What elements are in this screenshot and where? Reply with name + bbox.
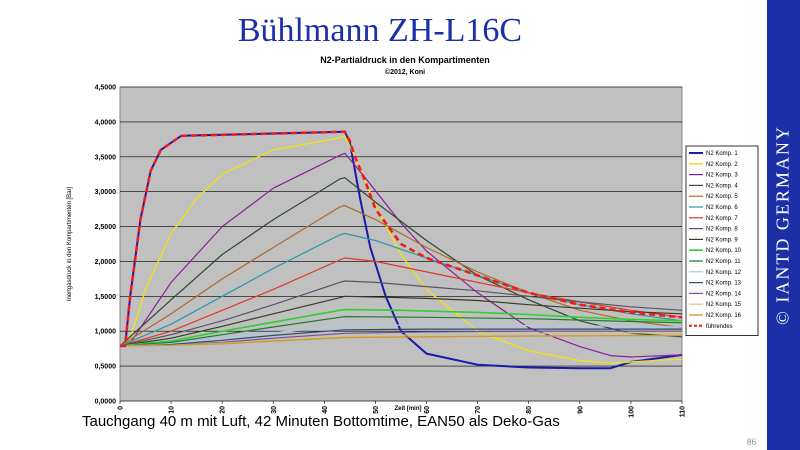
y-tick-label: 3,0000: [95, 189, 117, 196]
y-tick-label: 4,5000: [95, 85, 117, 92]
legend-label: N2 Komp. 11: [706, 259, 741, 265]
legend-label: N2 Komp. 1: [706, 151, 738, 157]
x-tick-label: 60: [424, 406, 431, 414]
x-tick-label: 40: [322, 406, 329, 414]
x-tick-label: 100: [628, 406, 635, 418]
legend-label: N2 Komp. 5: [706, 194, 738, 200]
x-tick-label: 90: [577, 406, 584, 414]
x-axis-ticks: 0 10 20 30 40 50 60 70 80 90 100 110: [118, 401, 687, 418]
series-line: [120, 130, 683, 348]
x-tick-label: 20: [220, 406, 227, 414]
y-tick-label: 1,5000: [95, 294, 117, 301]
legend-label: N2 Komp. 12: [706, 270, 742, 276]
x-tick-label: 0: [118, 406, 125, 410]
page-number: 86: [747, 437, 756, 447]
y-tick-label: 3,5000: [95, 154, 117, 161]
series-line: [119, 280, 683, 347]
legend-label: N2 Komp. 7: [706, 216, 738, 222]
series-lines: [119, 130, 683, 370]
series-line: [119, 177, 683, 347]
legend-label: N2 Komp. 4: [706, 183, 738, 189]
y-tick-label: 0,5000: [95, 364, 117, 371]
x-tick-label: 30: [271, 406, 278, 414]
legend: N2 Komp. 1 N2 Komp. 2 N2 Komp. 3 N2 Komp. 4…: [685, 145, 759, 337]
chart-title: N2-Partialdruck in den Kompartimenten: [320, 55, 490, 65]
series-line: [119, 152, 683, 358]
legend-label: N2 Komp. 2: [706, 162, 738, 168]
legend-label: N2 Komp. 3: [706, 173, 738, 179]
series-line: [120, 130, 683, 370]
series-line: [119, 328, 682, 347]
legend-label: N2 Komp. 16: [706, 313, 742, 319]
x-tick-label: 10: [169, 406, 176, 414]
y-tick-label: 4,0000: [95, 119, 117, 126]
y-axis-label: Inertgasdruck in den Kompartimenten [Bar…: [67, 186, 73, 301]
slide-caption: Tauchgang 40 m mit Luft, 42 Minuten Bott…: [82, 413, 560, 430]
chart-subtitle: ©2012, Koni: [385, 68, 425, 76]
legend-label: N2 Komp. 8: [706, 227, 738, 233]
y-tick-label: 0,0000: [95, 399, 117, 406]
x-tick-label: 110: [680, 406, 687, 417]
series-line: [119, 316, 683, 347]
sidebar-brand-text: © IANTD GERMANY: [772, 125, 793, 325]
y-tick-label: 2,0000: [95, 259, 117, 266]
series-line: [119, 295, 683, 347]
x-tick-label: 70: [475, 406, 482, 414]
sidebar-band: © IANTD GERMANY: [767, 0, 800, 450]
x-tick-label: 80: [526, 406, 533, 414]
series-line: [119, 205, 683, 347]
legend-label: N2 Komp. 13: [706, 281, 742, 287]
y-tick-label: 2,5000: [95, 224, 117, 231]
series-line: [119, 334, 683, 347]
series-line: [119, 324, 683, 347]
legend-label: führendes: [706, 324, 733, 330]
y-axis-ticks: 0,0000 0,5000 1,0000 1,5000 2,0000 2,5000 3,00…: [95, 85, 117, 406]
slide-title: Bühlmann ZH-L16C: [237, 12, 523, 49]
legend-label: N2 Komp. 14: [706, 291, 742, 297]
legend-label: N2 Komp. 15: [706, 302, 742, 308]
x-axis-label: Zeit [min]: [395, 406, 422, 412]
x-tick-label: 50: [373, 406, 380, 414]
legend-label: N2 Komp. 9: [706, 237, 738, 243]
y-tick-label: 1,0000: [95, 329, 117, 336]
legend-label: N2 Komp. 6: [706, 205, 738, 211]
legend-label: N2 Komp. 10: [706, 248, 742, 254]
series-line: [119, 232, 683, 347]
series-line: [119, 308, 683, 347]
